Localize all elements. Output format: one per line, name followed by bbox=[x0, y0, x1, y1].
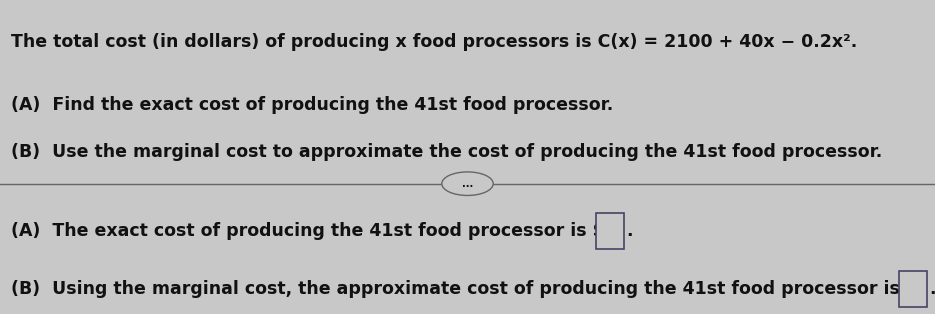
Ellipse shape bbox=[442, 172, 494, 195]
Text: .: . bbox=[626, 222, 633, 240]
Text: (A)  The exact cost of producing the 41st food processor is $: (A) The exact cost of producing the 41st… bbox=[11, 222, 605, 240]
Text: .: . bbox=[929, 280, 935, 298]
Text: (A)  Find the exact cost of producing the 41st food processor.: (A) Find the exact cost of producing the… bbox=[11, 96, 613, 114]
Text: The total cost (in dollars) of producing x food processors is C(x) = 2100 + 40x : The total cost (in dollars) of producing… bbox=[11, 33, 857, 51]
FancyBboxPatch shape bbox=[596, 213, 624, 249]
Text: (B)  Using the marginal cost, the approximate cost of producing the 41st food pr: (B) Using the marginal cost, the approxi… bbox=[11, 280, 918, 298]
Text: (B)  Use the marginal cost to approximate the cost of producing the 41st food pr: (B) Use the marginal cost to approximate… bbox=[11, 143, 883, 161]
Text: ...: ... bbox=[462, 179, 473, 189]
FancyBboxPatch shape bbox=[899, 271, 927, 307]
